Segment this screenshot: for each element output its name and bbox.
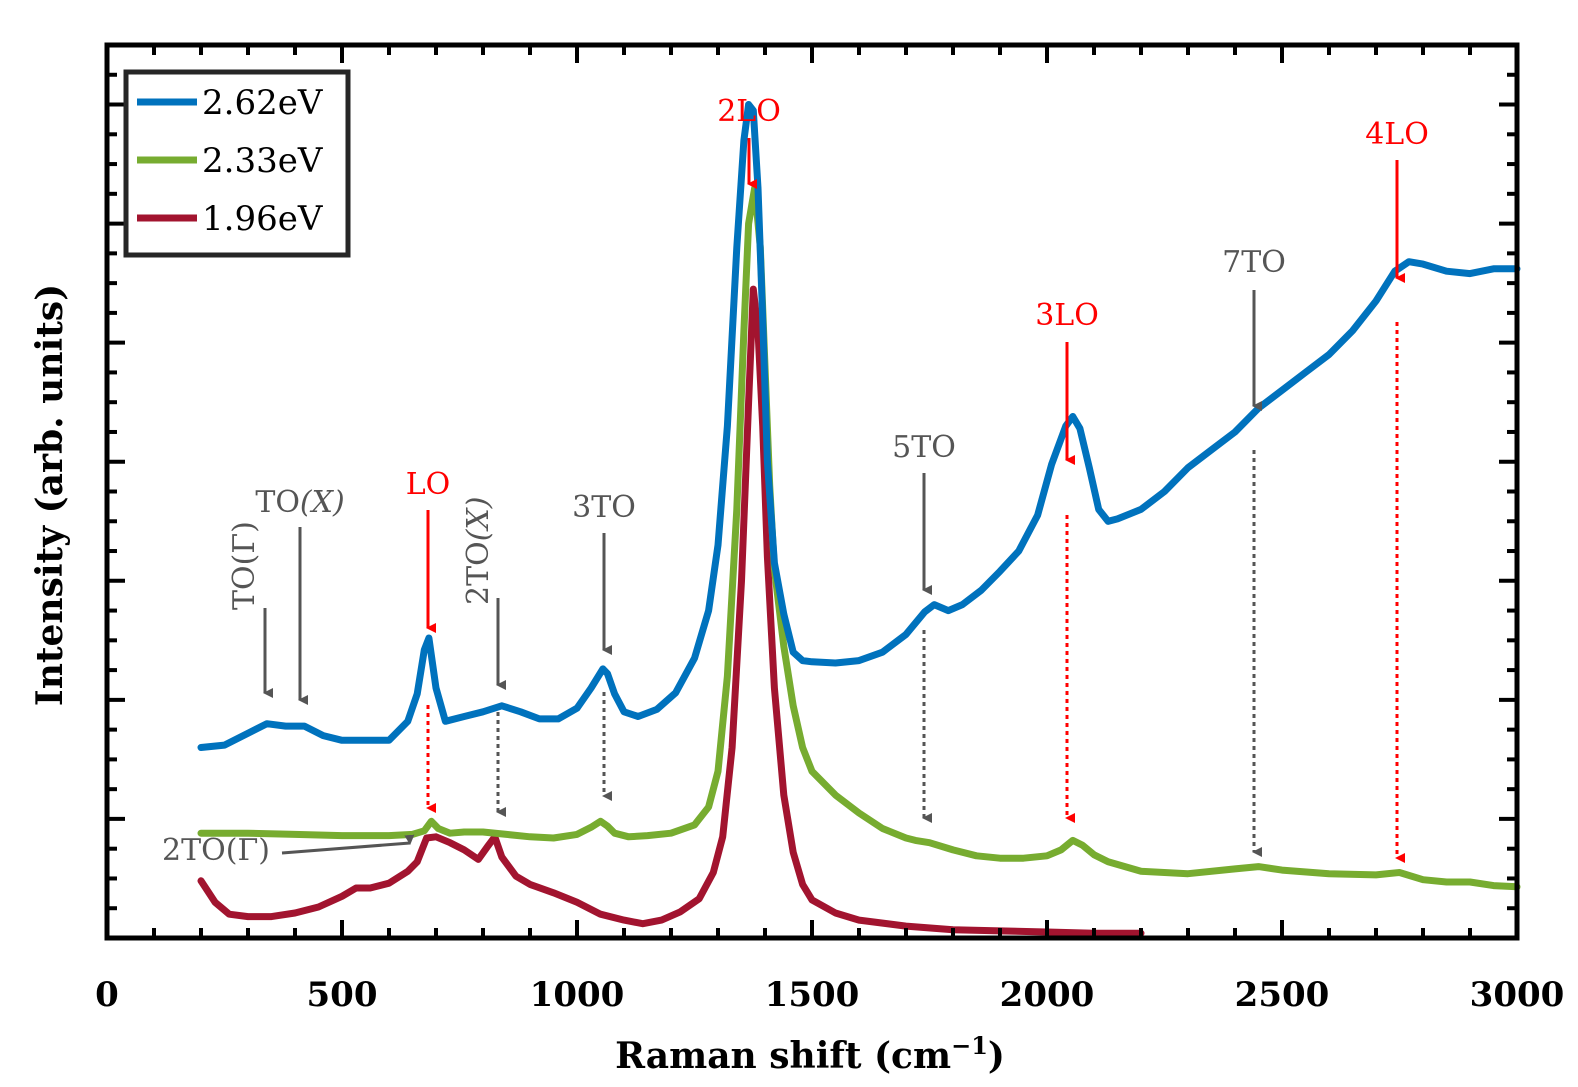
annotation-label: 2TO(Γ) xyxy=(162,833,270,868)
annotation-label: 2TO(X) xyxy=(461,497,496,605)
legend-label-1: 2.33eV xyxy=(202,141,324,181)
annotation-label: TO(X) xyxy=(255,485,344,520)
x-axis-title: Raman shift (cm−1) xyxy=(615,1031,1005,1077)
annotation-label: 3TO xyxy=(572,490,636,525)
x-tick-label: 0 xyxy=(95,975,119,1015)
x-tick-label: 1500 xyxy=(765,975,860,1015)
annotation-label: 2LO xyxy=(717,94,781,129)
x-axis-title-sup: −1 xyxy=(951,1031,988,1060)
y-axis-title: Intensity (arb. units) xyxy=(29,284,71,706)
x-tick-label: 2000 xyxy=(1000,975,1095,1015)
series-line-2.62eV xyxy=(197,101,1521,751)
annotation-label: 4LO xyxy=(1365,117,1429,152)
legend-label-2: 1.96eV xyxy=(202,199,324,239)
x-tick-label: 2500 xyxy=(1235,975,1330,1015)
annotation-label: LO xyxy=(406,467,451,502)
x-tick-label: 500 xyxy=(307,975,378,1015)
annotation-label: 3LO xyxy=(1035,298,1099,333)
series-line-2.33eV xyxy=(197,184,1521,891)
series-line-1.96eV xyxy=(197,285,1145,937)
legend-label-0: 2.62eV xyxy=(202,83,324,123)
annotation-layer: TO(Γ)TO(X) LO 2TO(X) 3TO 2LO 5TO 3LO 7TO 4LO 2TO(… xyxy=(162,94,1429,868)
x-tick-label: 1000 xyxy=(530,975,625,1015)
annotation-label: 5TO xyxy=(892,430,956,465)
annotation-label: TO(Γ) xyxy=(227,521,262,610)
series-layer xyxy=(197,101,1521,937)
annotation-label: 7TO xyxy=(1222,245,1286,280)
x-tick-label: 3000 xyxy=(1470,975,1565,1015)
legend: 2.62eV 2.33eV 1.96eV xyxy=(123,69,351,258)
tick-layer: 0 500 1000 1500 2000 2500 3000 xyxy=(95,43,1565,1015)
annotation-arrow xyxy=(281,834,415,855)
